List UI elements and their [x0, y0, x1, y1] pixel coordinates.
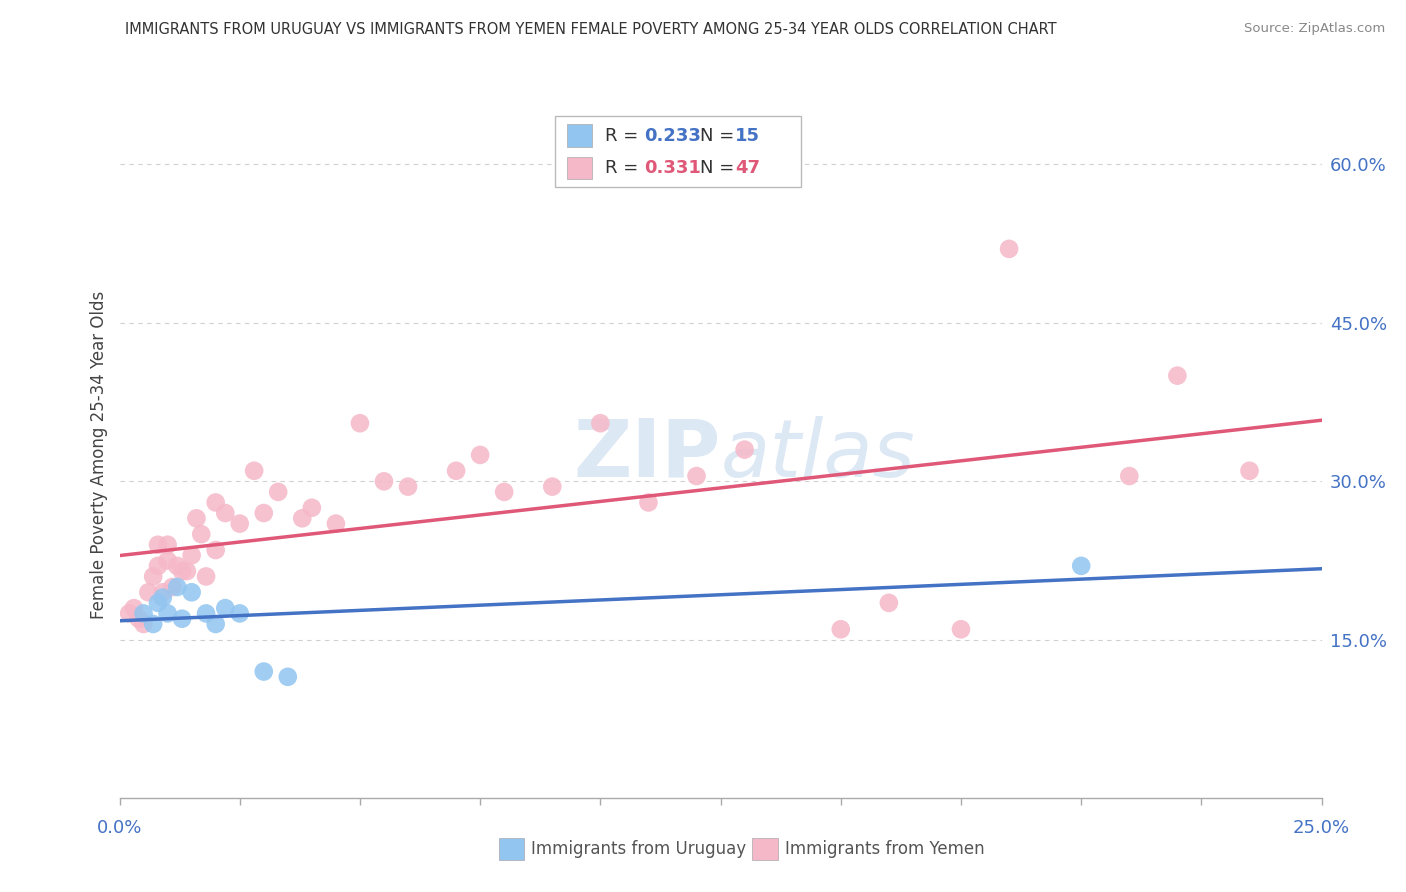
Point — [204, 617, 226, 632]
Point — [152, 591, 174, 605]
Point — [1070, 558, 1092, 573]
Text: 15: 15 — [735, 127, 761, 145]
Point — [637, 495, 659, 509]
Point — [118, 607, 141, 621]
Point — [162, 580, 184, 594]
Point — [156, 553, 179, 567]
Text: Immigrants from Uruguay: Immigrants from Uruguay — [531, 840, 747, 858]
Text: R =: R = — [605, 127, 644, 145]
Point — [146, 596, 169, 610]
Point — [301, 500, 323, 515]
Point — [325, 516, 347, 531]
Point — [180, 585, 202, 599]
Point — [830, 622, 852, 636]
Point — [190, 527, 212, 541]
Point — [204, 495, 226, 509]
Point — [589, 416, 612, 430]
Point — [243, 464, 266, 478]
Y-axis label: Female Poverty Among 25-34 Year Olds: Female Poverty Among 25-34 Year Olds — [90, 291, 108, 619]
Point — [253, 665, 276, 679]
Point — [396, 480, 419, 494]
Text: Immigrants from Yemen: Immigrants from Yemen — [785, 840, 984, 858]
Point — [228, 516, 252, 531]
Point — [166, 580, 188, 594]
Point — [228, 607, 252, 621]
Point — [146, 558, 169, 573]
Point — [180, 549, 202, 563]
Point — [170, 564, 193, 578]
Point — [146, 538, 169, 552]
Point — [132, 617, 155, 632]
Point — [373, 475, 395, 489]
Point — [122, 601, 145, 615]
Point — [186, 511, 208, 525]
Point — [156, 538, 179, 552]
Point — [128, 612, 150, 626]
Point — [998, 242, 1021, 256]
Point — [214, 601, 236, 615]
Text: N =: N = — [700, 127, 740, 145]
Point — [349, 416, 371, 430]
Point — [949, 622, 972, 636]
Point — [166, 558, 188, 573]
Point — [214, 506, 236, 520]
Point — [195, 607, 218, 621]
Text: IMMIGRANTS FROM URUGUAY VS IMMIGRANTS FROM YEMEN FEMALE POVERTY AMONG 25-34 YEAR: IMMIGRANTS FROM URUGUAY VS IMMIGRANTS FR… — [125, 22, 1056, 37]
Point — [156, 607, 179, 621]
Text: 47: 47 — [735, 159, 761, 177]
Text: 0.233: 0.233 — [644, 127, 700, 145]
Text: R =: R = — [605, 159, 644, 177]
Point — [195, 569, 218, 583]
Text: Source: ZipAtlas.com: Source: ZipAtlas.com — [1244, 22, 1385, 36]
Point — [170, 612, 193, 626]
Text: N =: N = — [700, 159, 740, 177]
Point — [142, 569, 165, 583]
Point — [685, 469, 707, 483]
Point — [444, 464, 467, 478]
Point — [877, 596, 900, 610]
Text: 25.0%: 25.0% — [1294, 819, 1350, 837]
Point — [204, 543, 226, 558]
Text: ZIP: ZIP — [574, 416, 720, 494]
Point — [152, 585, 174, 599]
Text: 0.331: 0.331 — [644, 159, 700, 177]
Point — [142, 617, 165, 632]
Point — [277, 670, 299, 684]
Point — [267, 484, 290, 499]
Point — [253, 506, 276, 520]
Point — [291, 511, 314, 525]
Point — [138, 585, 160, 599]
Text: atlas: atlas — [720, 416, 915, 494]
Point — [1166, 368, 1188, 383]
Point — [132, 607, 155, 621]
Text: 0.0%: 0.0% — [97, 819, 142, 837]
Point — [494, 484, 516, 499]
Point — [541, 480, 564, 494]
Point — [176, 564, 198, 578]
Point — [468, 448, 492, 462]
Point — [1118, 469, 1140, 483]
Point — [1239, 464, 1261, 478]
Point — [734, 442, 756, 457]
